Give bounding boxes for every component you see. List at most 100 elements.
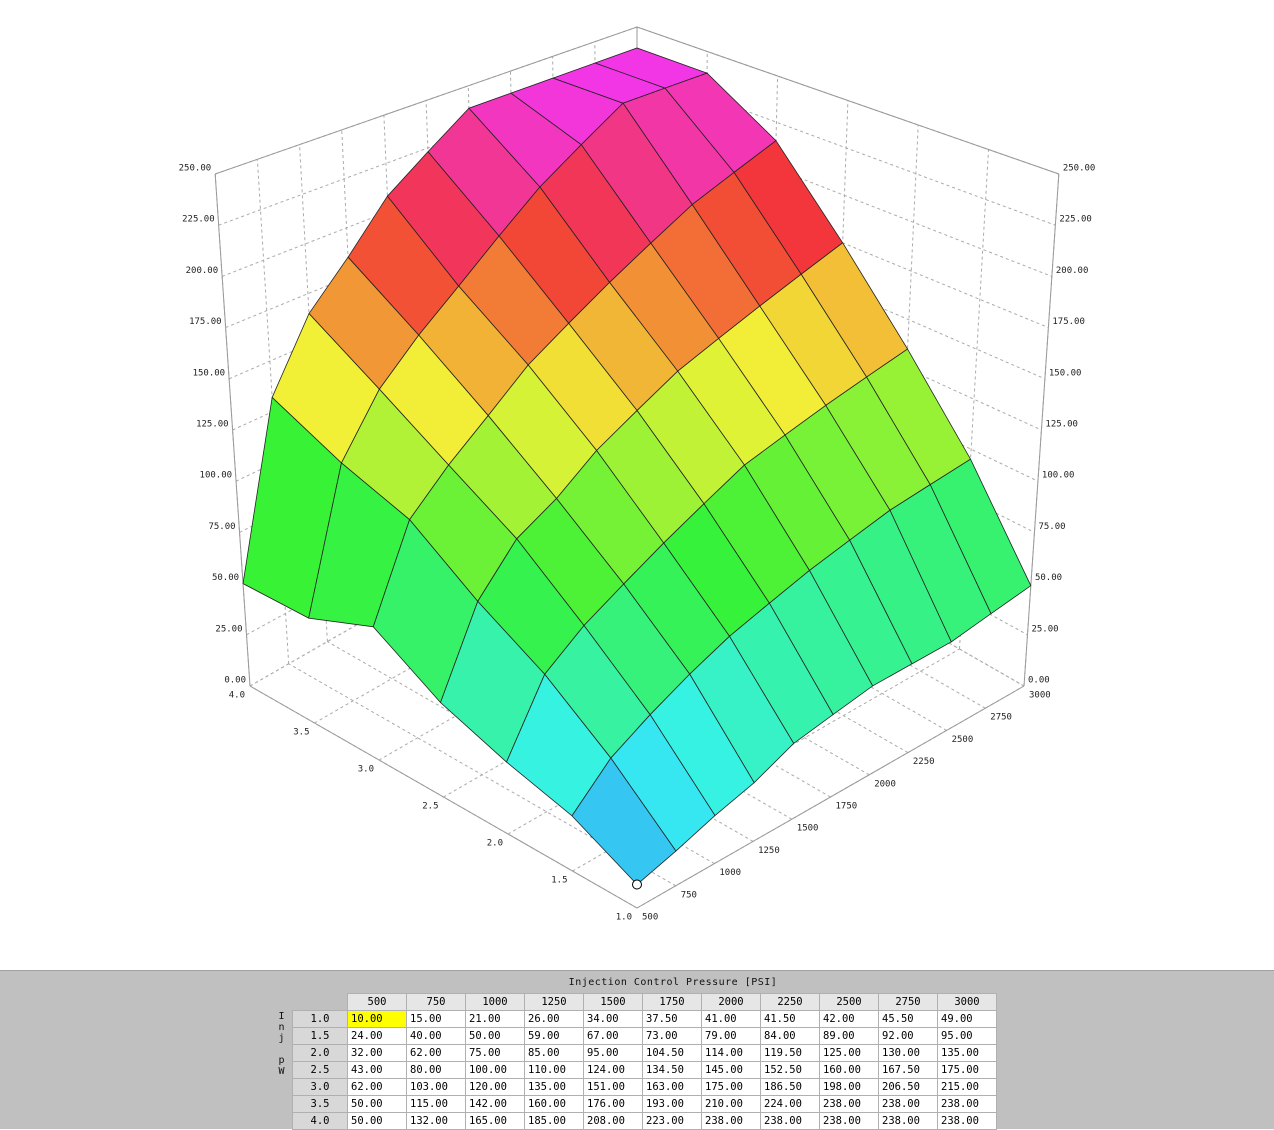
table-cell[interactable]: 152.50 — [760, 1061, 820, 1079]
table-cell[interactable]: 32.00 — [347, 1044, 407, 1062]
table-cell[interactable]: 92.00 — [878, 1027, 938, 1045]
table-cell[interactable]: 95.00 — [937, 1027, 997, 1045]
table-cell[interactable]: 45.50 — [878, 1010, 938, 1028]
table-cell[interactable]: 21.00 — [465, 1010, 525, 1028]
z-tick-label: 150.00 — [193, 368, 226, 378]
table-cell[interactable]: 238.00 — [819, 1112, 879, 1130]
table-cell[interactable]: 79.00 — [701, 1027, 761, 1045]
axis-line — [1023, 173, 1060, 687]
table-cell[interactable]: 210.00 — [701, 1095, 761, 1113]
table-cell[interactable]: 34.00 — [583, 1010, 643, 1028]
table-cell[interactable]: 24.00 — [347, 1027, 407, 1045]
table-cell[interactable]: 135.00 — [524, 1078, 584, 1096]
table-cell[interactable]: 238.00 — [819, 1095, 879, 1113]
table-cell[interactable]: 238.00 — [701, 1112, 761, 1130]
axis-line — [636, 26, 1059, 175]
table-cell[interactable]: 238.00 — [878, 1112, 938, 1130]
table-cell[interactable]: 37.50 — [642, 1010, 702, 1028]
table-cell[interactable]: 206.50 — [878, 1078, 938, 1096]
table-row: 2.5 43.00 80.00 100.00 110.00 124.00 134.50 145… — [292, 1061, 997, 1079]
table-cell[interactable]: 175.00 — [701, 1078, 761, 1096]
x-tick-label: 1000 — [719, 868, 741, 878]
table-cell[interactable]: 198.00 — [819, 1078, 879, 1096]
table-cell[interactable]: 119.50 — [760, 1044, 820, 1062]
table-cell[interactable]: 75.00 — [465, 1044, 525, 1062]
x-tick-label: 750 — [681, 890, 697, 900]
table-cell[interactable]: 185.00 — [524, 1112, 584, 1130]
table-cell[interactable]: 142.00 — [465, 1095, 525, 1113]
column-header: 1000 — [465, 993, 525, 1011]
table-cell[interactable]: 208.00 — [583, 1112, 643, 1130]
table-cell[interactable]: 85.00 — [524, 1044, 584, 1062]
y-tick-label: 3.5 — [293, 728, 309, 738]
table-cell[interactable]: 67.00 — [583, 1027, 643, 1045]
table-cell[interactable]: 50.00 — [465, 1027, 525, 1045]
table-cell[interactable]: 50.00 — [347, 1112, 407, 1130]
table-cell[interactable]: 238.00 — [760, 1112, 820, 1130]
table-cell[interactable]: 193.00 — [642, 1095, 702, 1113]
z-tick-label: 225.00 — [1059, 215, 1092, 225]
table-cell[interactable]: 62.00 — [406, 1044, 466, 1062]
table-cell[interactable]: 89.00 — [819, 1027, 879, 1045]
table-cell[interactable]: 132.00 — [406, 1112, 466, 1130]
table-cell[interactable]: 95.00 — [583, 1044, 643, 1062]
z-tick-label: 25.00 — [1031, 624, 1058, 634]
table-row: 1.0 10.00 15.00 21.00 26.00 34.00 37.50 41.00 41… — [292, 1010, 997, 1028]
x-tick-label: 2750 — [990, 713, 1012, 723]
table-cell[interactable]: 165.00 — [465, 1112, 525, 1130]
z-tick-label: 175.00 — [1052, 317, 1085, 327]
table-cell[interactable]: 175.00 — [937, 1061, 997, 1079]
table-cell[interactable]: 167.50 — [878, 1061, 938, 1079]
z-tick-label: 0.00 — [224, 676, 246, 686]
table-cell[interactable]: 41.00 — [701, 1010, 761, 1028]
table-cell[interactable]: 114.00 — [701, 1044, 761, 1062]
table-cell[interactable]: 238.00 — [878, 1095, 938, 1113]
table-cell[interactable]: 124.00 — [583, 1061, 643, 1079]
table-cell[interactable]: 163.00 — [642, 1078, 702, 1096]
table-cell[interactable]: 160.00 — [819, 1061, 879, 1079]
table-cell[interactable]: 80.00 — [406, 1061, 466, 1079]
table-cell[interactable]: 186.50 — [760, 1078, 820, 1096]
table-cell[interactable]: 110.00 — [524, 1061, 584, 1079]
table-cell[interactable]: 62.00 — [347, 1078, 407, 1096]
table-cell[interactable]: 104.50 — [642, 1044, 702, 1062]
table-cell[interactable]: 176.00 — [583, 1095, 643, 1113]
table-cell[interactable]: 41.50 — [760, 1010, 820, 1028]
table-cell[interactable]: 135.00 — [937, 1044, 997, 1062]
z-tick-label: 250.00 — [179, 164, 212, 174]
table-cell[interactable]: 103.00 — [406, 1078, 466, 1096]
table-cell[interactable]: 15.00 — [406, 1010, 466, 1028]
table-cell[interactable]: 59.00 — [524, 1027, 584, 1045]
table-cell[interactable]: 26.00 — [524, 1010, 584, 1028]
z-tick-label: 225.00 — [182, 215, 215, 225]
table-cell[interactable]: 73.00 — [642, 1027, 702, 1045]
table-cell[interactable]: 84.00 — [760, 1027, 820, 1045]
table-cell[interactable]: 238.00 — [937, 1112, 997, 1130]
table-cell[interactable]: 215.00 — [937, 1078, 997, 1096]
data-table: 500 750 1000 1250 1500 1750 2000 2250 2500 2750 30… — [292, 993, 997, 1130]
y-tick-label: 2.0 — [487, 839, 503, 849]
table-cell[interactable]: 115.00 — [406, 1095, 466, 1113]
axis-line — [214, 173, 251, 687]
table-cell[interactable]: 50.00 — [347, 1095, 407, 1113]
table-cell[interactable]: 40.00 — [406, 1027, 466, 1045]
table-cell[interactable]: 10.00 — [347, 1010, 407, 1028]
table-cell[interactable]: 224.00 — [760, 1095, 820, 1113]
table-cell[interactable]: 100.00 — [465, 1061, 525, 1079]
table-cell[interactable]: 134.50 — [642, 1061, 702, 1079]
table-cell[interactable]: 160.00 — [524, 1095, 584, 1113]
table-cell[interactable]: 43.00 — [347, 1061, 407, 1079]
table-cell[interactable]: 145.00 — [701, 1061, 761, 1079]
table-cell[interactable]: 238.00 — [937, 1095, 997, 1113]
table-cell[interactable]: 42.00 — [819, 1010, 879, 1028]
table-cell[interactable]: 130.00 — [878, 1044, 938, 1062]
y-tick-label: 1.5 — [551, 876, 567, 886]
table-cell[interactable]: 125.00 — [819, 1044, 879, 1062]
table-row: 3.5 50.00 115.00 142.00 160.00 176.00 193.00 21… — [292, 1095, 997, 1113]
table-cell[interactable]: 49.00 — [937, 1010, 997, 1028]
column-header: 3000 — [937, 993, 997, 1011]
table-cell[interactable]: 120.00 — [465, 1078, 525, 1096]
column-header: 2000 — [701, 993, 761, 1011]
table-cell[interactable]: 151.00 — [583, 1078, 643, 1096]
table-cell[interactable]: 223.00 — [642, 1112, 702, 1130]
